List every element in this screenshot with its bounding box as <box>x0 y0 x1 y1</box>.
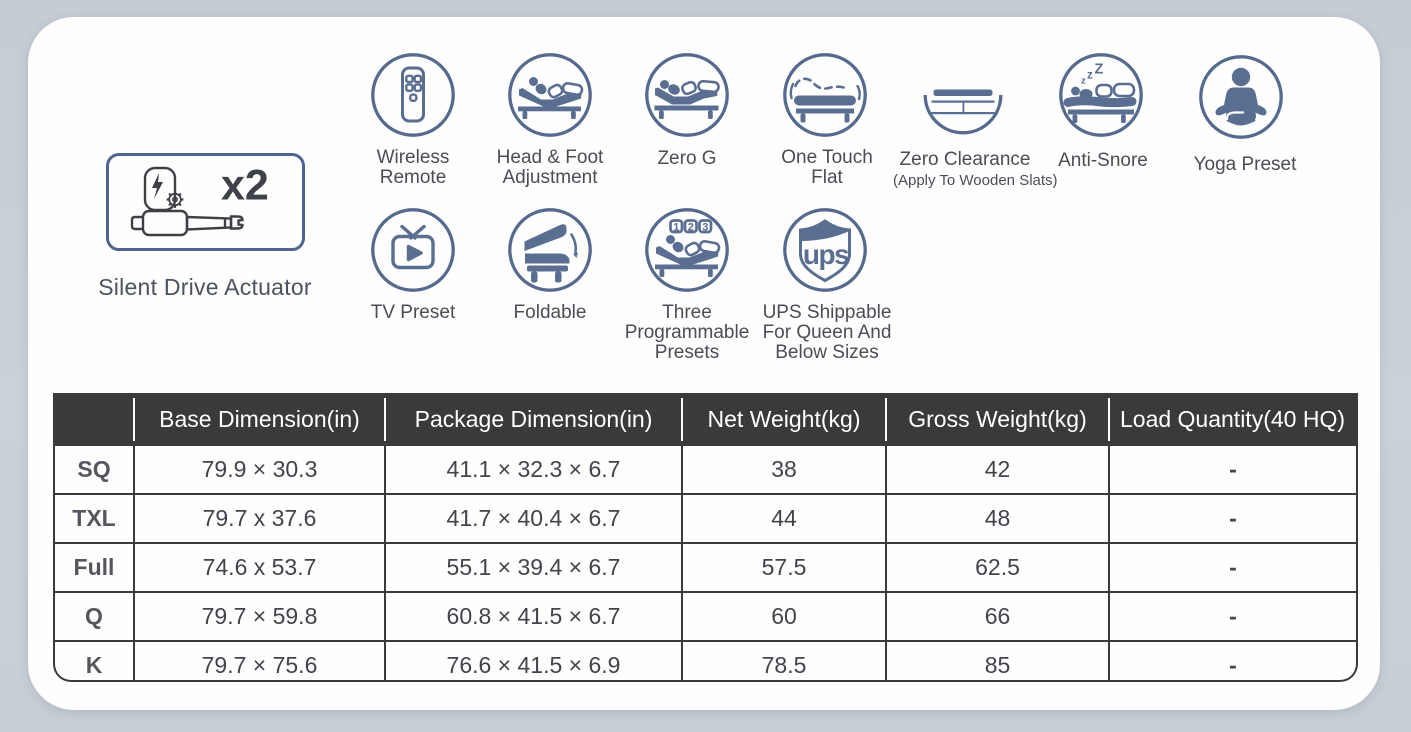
svg-text:x2: x2 <box>221 162 269 210</box>
svg-text:3: 3 <box>702 221 708 233</box>
svg-text:Z: Z <box>1095 62 1104 78</box>
svg-text:z: z <box>1087 70 1093 82</box>
svg-text:1: 1 <box>673 221 679 233</box>
svg-text:2: 2 <box>688 221 694 233</box>
svg-text:ups: ups <box>803 239 849 270</box>
svg-text:z: z <box>1081 76 1086 87</box>
